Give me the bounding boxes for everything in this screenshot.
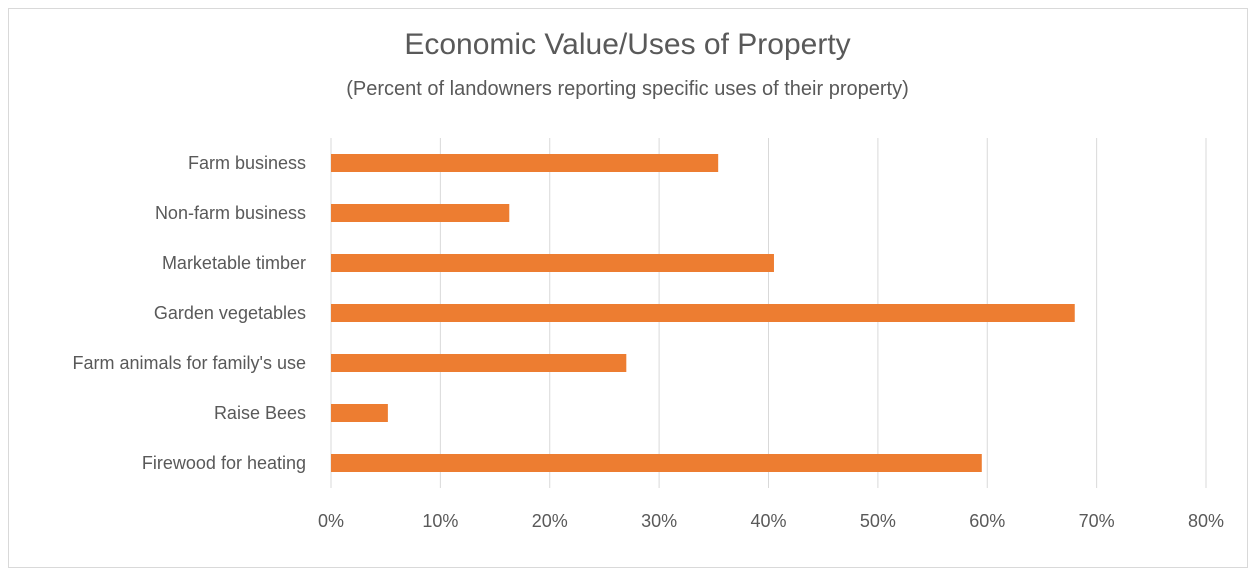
- x-tick-label: 10%: [422, 511, 458, 531]
- x-tick-label: 0%: [318, 511, 344, 531]
- category-label: Garden vegetables: [154, 303, 306, 323]
- category-label: Farm animals for family's use: [73, 353, 307, 373]
- x-tick-label: 20%: [532, 511, 568, 531]
- bar: [331, 204, 510, 222]
- category-label: Farm business: [188, 153, 306, 173]
- chart-frame: [8, 8, 1248, 568]
- chart-title: Economic Value/Uses of Property: [404, 28, 851, 61]
- x-tick-label: 40%: [750, 511, 786, 531]
- x-tick-label: 50%: [860, 511, 896, 531]
- bar: [331, 254, 774, 272]
- chart-subtitle: (Percent of landowners reporting specifi…: [346, 78, 909, 100]
- x-tick-label: 70%: [1079, 511, 1115, 531]
- category-labels: Farm business Non-farm business Marketable…: [73, 153, 307, 473]
- x-tick-label: 30%: [641, 511, 677, 531]
- category-label: Marketable timber: [162, 253, 306, 273]
- bar: [331, 454, 982, 472]
- bar-chart: Farm business Non-farm business Marketable…: [73, 138, 1224, 531]
- x-tick-label: 60%: [969, 511, 1005, 531]
- bars: [331, 154, 1075, 472]
- x-tick-label: 80%: [1188, 511, 1224, 531]
- category-label: Firewood for heating: [142, 453, 306, 473]
- category-label: Raise Bees: [214, 403, 306, 423]
- x-tick-labels: 0% 10% 20% 30% 40% 50% 60% 70% 80%: [318, 511, 1224, 531]
- bar: [331, 304, 1075, 322]
- category-label: Non-farm business: [155, 203, 306, 223]
- bar: [331, 354, 627, 372]
- bar: [331, 404, 388, 422]
- bar: [331, 154, 719, 172]
